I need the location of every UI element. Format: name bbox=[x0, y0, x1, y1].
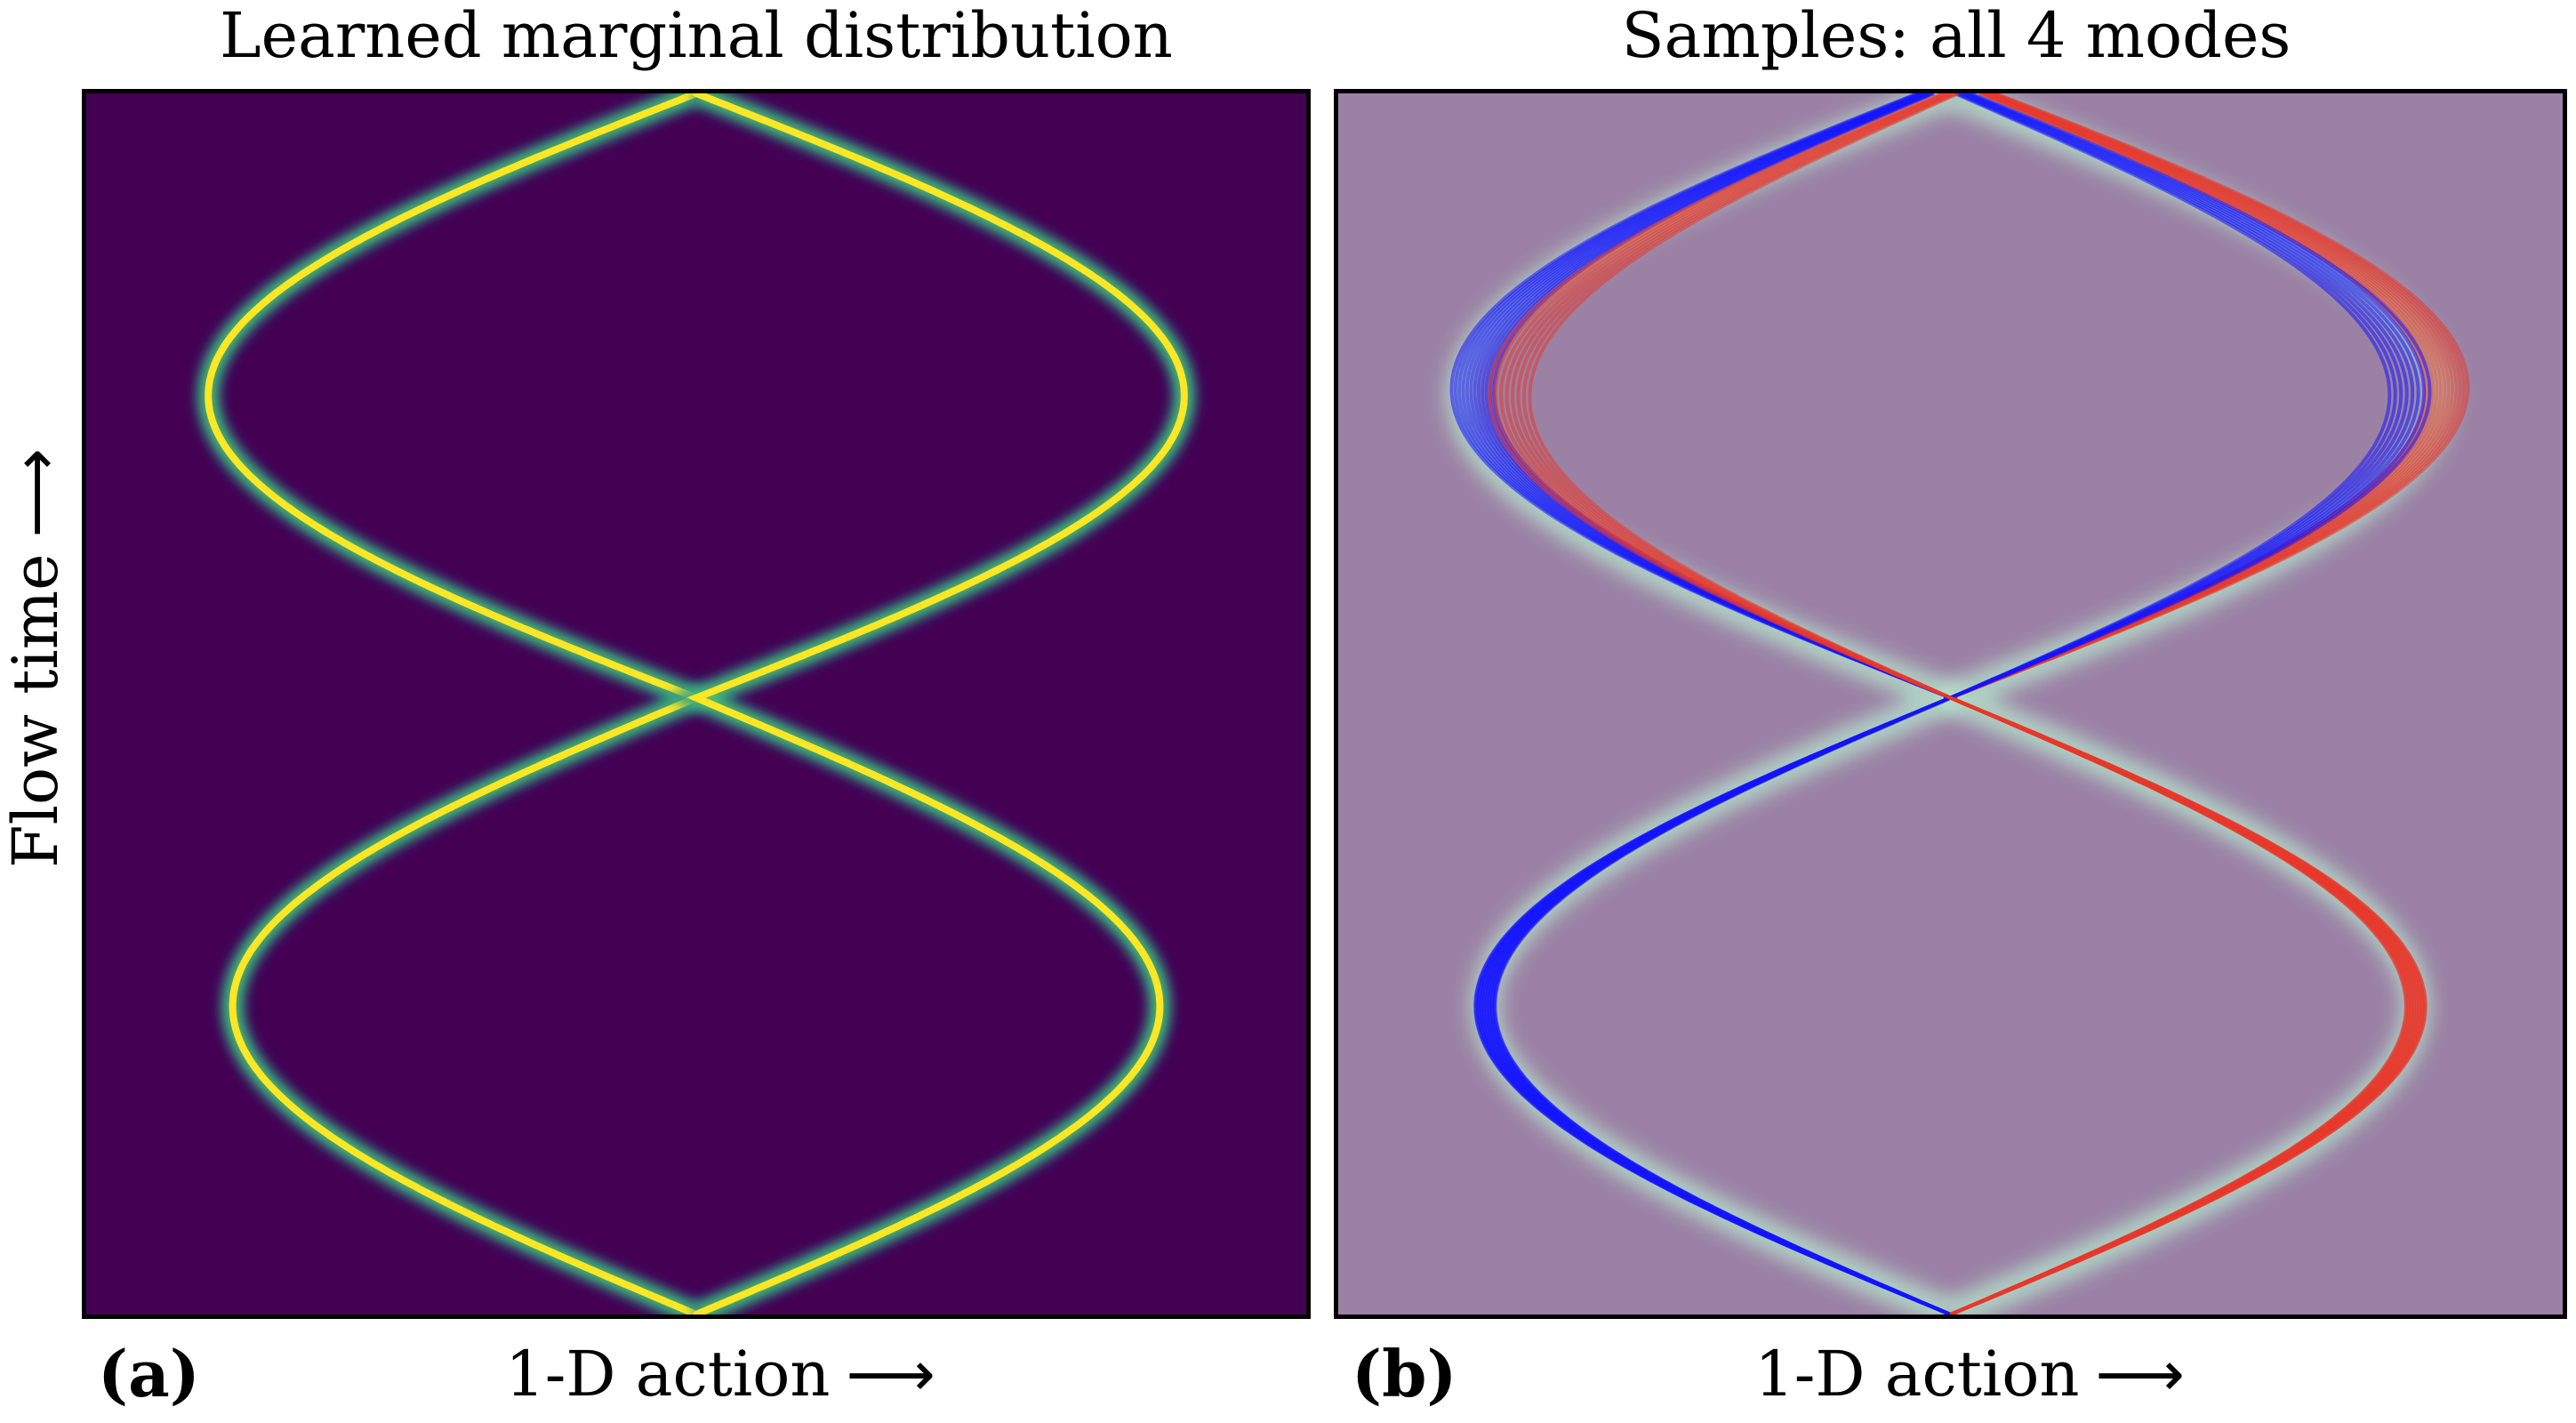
panel-b-plot bbox=[1334, 89, 2567, 1319]
panel-b-title: Samples: all 4 modes bbox=[1621, 0, 2291, 72]
y-axis-arrow-icon: ⟶ bbox=[0, 448, 72, 538]
panel-a-plot bbox=[82, 89, 1311, 1319]
panel-b-samples bbox=[1338, 93, 2563, 1314]
panel-b-letter: (b) bbox=[1352, 1336, 1457, 1411]
density-ridge-right bbox=[686, 93, 1188, 1314]
sample-trajectory bbox=[1492, 93, 2432, 1314]
panel-a-heatmap bbox=[86, 93, 1306, 1314]
y-axis-label: Flow time⟶ bbox=[0, 448, 72, 868]
panel-a-letter: (a) bbox=[98, 1336, 200, 1411]
panel-b-x-axis-label: 1-D action ⟶ bbox=[1754, 1338, 2185, 1411]
sample-group-4 bbox=[1488, 93, 2428, 1314]
x-axis-arrow-icon: ⟶ bbox=[2095, 1338, 2185, 1411]
panel-a-x-axis-label: 1-D action ⟶ bbox=[505, 1338, 935, 1411]
panel-a-title: Learned marginal distribution bbox=[220, 0, 1173, 72]
x-axis-arrow-icon: ⟶ bbox=[846, 1338, 935, 1411]
sample-trajectory bbox=[1528, 93, 2428, 1314]
sample-group-3 bbox=[1473, 93, 2432, 1314]
